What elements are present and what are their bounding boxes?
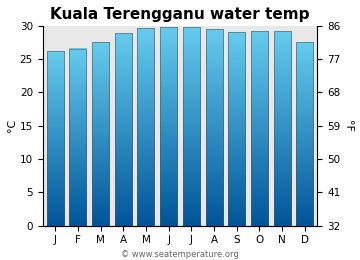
Bar bbox=[69, 49, 86, 225]
Bar bbox=[160, 27, 177, 225]
Y-axis label: °F: °F bbox=[343, 120, 353, 132]
Bar bbox=[296, 42, 313, 225]
Title: Kuala Terengganu water temp: Kuala Terengganu water temp bbox=[50, 7, 310, 22]
Bar bbox=[138, 28, 154, 225]
Text: © www.seatemperature.org: © www.seatemperature.org bbox=[121, 250, 239, 259]
Bar bbox=[92, 42, 109, 225]
Bar bbox=[251, 31, 268, 225]
Bar bbox=[274, 30, 291, 225]
Bar bbox=[206, 29, 222, 225]
Bar bbox=[115, 33, 132, 225]
Bar bbox=[183, 27, 200, 225]
Bar bbox=[47, 51, 64, 225]
Bar bbox=[228, 32, 245, 225]
Y-axis label: °C: °C bbox=[7, 119, 17, 132]
